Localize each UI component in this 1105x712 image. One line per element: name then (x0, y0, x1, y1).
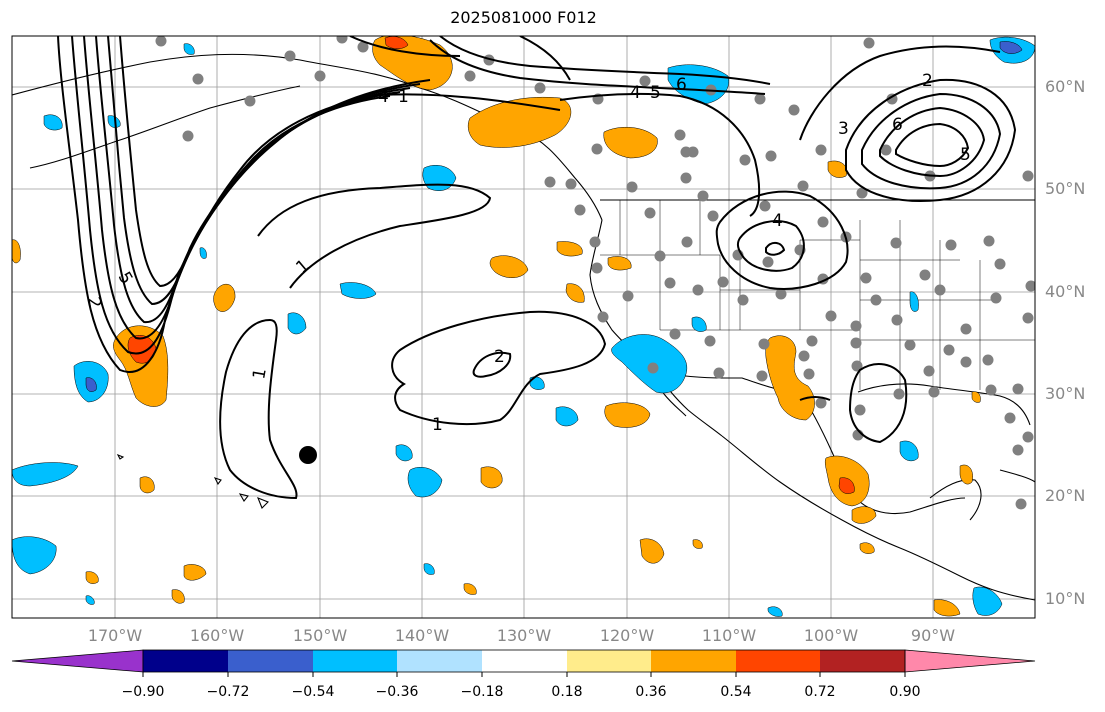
colorbar-tick-label: 0.36 (635, 684, 667, 700)
state-boundaries (600, 200, 1035, 390)
colorbar-tick-label: −0.36 (375, 684, 419, 700)
colorbar-segment (397, 650, 482, 672)
lon-label: 120°W (599, 626, 655, 645)
lon-label: 160°W (189, 626, 245, 645)
contour-label: 6 (676, 75, 687, 95)
contour-label: 6 (892, 115, 903, 135)
lon-label: 110°W (701, 626, 757, 645)
lon-label: 100°W (803, 626, 859, 645)
lon-label: 90°W (910, 626, 956, 645)
map-title: 2025081000 F012 (450, 8, 597, 27)
colorbar-tick-label: −0.18 (460, 684, 504, 700)
colorbar-frame (142, 649, 906, 673)
lon-label: 140°W (394, 626, 450, 645)
colorbar-max-extend (904, 649, 1036, 673)
contour-label: 4 (630, 83, 641, 103)
contour-label: 5 (960, 145, 971, 165)
colorbar-segment (228, 650, 313, 672)
colorbar-tick-label: 0.18 (551, 684, 583, 700)
colorbar-tick-label: 0.72 (804, 684, 836, 700)
colorbar-segment (567, 650, 651, 672)
contour-label: 1 (398, 87, 409, 107)
colorbar (11, 649, 1036, 677)
lat-label: 60°N (1045, 77, 1086, 96)
colorbar-segment (820, 650, 905, 672)
contour-label: 2 (922, 71, 933, 91)
colorbar-segment (651, 650, 736, 672)
colorbar-tick-label: 0.54 (720, 684, 752, 700)
map-area: 1 1 1 1 2 2 2 3 4 4 4 5 5 5 6 6 (12, 36, 1035, 618)
lon-label: 150°W (292, 626, 348, 645)
lat-label: 40°N (1045, 282, 1086, 301)
contour-label: 5 (650, 83, 661, 103)
colorbar-segment (482, 650, 567, 672)
colorbar-tick-label: −0.54 (291, 684, 335, 700)
contour-lines (57, 36, 1017, 500)
colorbar-tick-label: −0.72 (206, 684, 250, 700)
colorbar-min-extend (11, 649, 144, 673)
lat-label: 50°N (1045, 179, 1086, 198)
lat-label: 20°N (1045, 486, 1086, 505)
lat-label: 30°N (1045, 384, 1086, 403)
contour-label: 1 (432, 415, 443, 435)
station-dots (155, 36, 1035, 510)
anomaly-shading (12, 36, 1035, 617)
storm-marker (299, 446, 317, 464)
lon-label: 130°W (496, 626, 552, 645)
contour-label: 3 (838, 119, 849, 139)
lat-label: 10°N (1045, 589, 1086, 608)
colorbar-tick-label: −0.90 (121, 684, 165, 700)
map-frame (11, 35, 1036, 619)
colorbar-segment (143, 650, 228, 672)
colorbar-segment (313, 650, 397, 672)
contour-label: 2 (83, 295, 105, 309)
colorbar-tick-label: 0.90 (889, 684, 921, 700)
lon-label: 170°W (87, 626, 143, 645)
contour-label: 2 (494, 347, 505, 367)
colorbar-segment (736, 650, 820, 672)
contour-label: 4 (378, 87, 389, 107)
contour-label: 4 (772, 211, 783, 231)
contour-label: 1 (249, 367, 271, 381)
